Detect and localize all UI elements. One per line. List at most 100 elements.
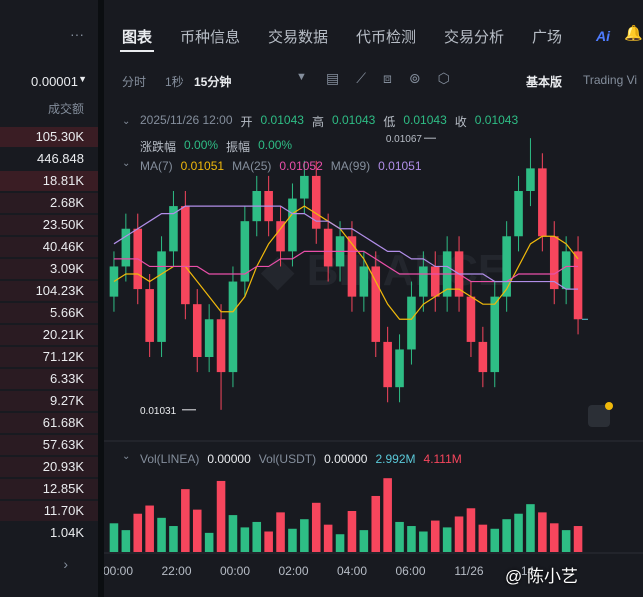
volume-bar (573, 526, 583, 552)
amount: 57.63K (42, 437, 84, 452)
price-step[interactable]: 0.00001 (31, 74, 78, 89)
info-value: 0.01043 (260, 113, 304, 127)
candle-body (573, 251, 583, 320)
depth-bar (0, 347, 98, 367)
x-tick-label: 00:00 (220, 564, 250, 578)
candle-body (538, 168, 547, 237)
volume-bar (109, 523, 119, 552)
high-label: 0.01067 (386, 134, 423, 145)
depth-bar (0, 237, 98, 257)
expand-arrow[interactable]: › (63, 556, 68, 572)
candle-body (514, 191, 523, 237)
tab[interactable]: 交易分析 (444, 29, 505, 46)
candle-body (526, 168, 535, 191)
info-label: 开 (240, 115, 253, 129)
volume-bar (300, 519, 309, 552)
mode[interactable]: 基本版 (526, 75, 563, 89)
volume-bar (359, 530, 369, 552)
tab[interactable]: 交易数据 (268, 29, 329, 46)
tab[interactable]: 图表 (122, 29, 153, 46)
candle-body (228, 281, 238, 373)
x-tick-label: 11/26 (454, 564, 483, 578)
indicator-button[interactable] (588, 405, 610, 427)
volume-bar (407, 526, 416, 552)
amount: 18.81K (42, 173, 84, 188)
candle-body (181, 206, 190, 305)
dropdown-arrow[interactable]: ▼ (78, 74, 87, 84)
user-watermark: @ 陈小艺 (505, 567, 578, 586)
interval[interactable]: 分时 (122, 75, 147, 89)
volume-bar (419, 531, 428, 552)
tab[interactable]: 币种信息 (180, 29, 241, 46)
candle-body (359, 266, 369, 297)
info-label: 高 (311, 115, 324, 129)
amount: 3.09K (50, 261, 84, 276)
candle-body (430, 266, 440, 297)
volume-bar (466, 508, 476, 552)
volume-bar (133, 513, 143, 552)
x-tick-label: 06:00 (395, 564, 425, 578)
info-value: 0.00% (184, 138, 219, 152)
depth-bar (0, 479, 98, 499)
tab[interactable]: 代币检测 (356, 29, 417, 46)
ma-label: MA(7) (140, 159, 173, 173)
amount: 446.848 (37, 151, 84, 166)
collapse-arrow[interactable]: ⌄ (122, 451, 131, 462)
volume-bar (538, 512, 547, 552)
volume-bar (192, 509, 202, 552)
volume-bar (311, 502, 321, 552)
info-label: 涨跌幅 (140, 140, 177, 154)
volume-bar (276, 512, 285, 552)
candle-body (311, 175, 321, 229)
bell-icon[interactable]: 🔔 (624, 25, 643, 42)
tab-underline (120, 50, 154, 52)
volume-bar (395, 521, 404, 552)
info-value: 0.01043 (474, 113, 519, 127)
interval-dropdown[interactable]: ▼ (296, 71, 307, 83)
amount: 1.04K (50, 525, 84, 540)
volume-bar (442, 527, 452, 552)
candle-body (407, 296, 416, 350)
candle-body (478, 341, 488, 373)
ma-line (113, 205, 579, 320)
interval[interactable]: 15分钟 (194, 75, 232, 89)
ai-button[interactable]: Ai (596, 28, 610, 44)
column-header: 成交额 (47, 102, 84, 116)
depth-bar (0, 435, 98, 455)
collapse-arrow[interactable]: ⌄ (122, 116, 131, 127)
depth-bar (0, 457, 98, 477)
x-tick-label: 04:00 (337, 564, 367, 578)
x-tick-label: 22:00 (161, 564, 191, 578)
candle-body (192, 304, 202, 357)
volume-bar (264, 531, 273, 552)
x-tick-label: 00:00 (104, 564, 133, 578)
depth-bar (0, 501, 98, 521)
volume-bar (526, 504, 535, 552)
info-label: 收 (454, 115, 467, 129)
ma-row: MA(7) 0.01051 MA(25) 0.01052 MA(99) 0.01051 (140, 159, 640, 173)
info-label: 低 (383, 115, 396, 129)
mode[interactable]: Trading Vi (583, 73, 638, 87)
volume-value: 0.00000 (207, 452, 251, 466)
candle-body (121, 228, 131, 267)
volume-ma-value: 4.111M (423, 452, 462, 466)
volume-bar (430, 520, 440, 552)
interval[interactable]: 1秒 (165, 75, 184, 89)
amount: 11.70K (43, 503, 84, 518)
volume-name2: Vol(USDT) (258, 452, 317, 466)
depth-bar (0, 171, 98, 191)
time: 2025/11/26 12:00 (140, 113, 233, 127)
volume-bar (157, 517, 166, 552)
tab[interactable]: 广场 (532, 29, 563, 46)
amount: 23.50K (42, 217, 84, 232)
candle-body (466, 296, 476, 342)
info-value: 0.01043 (331, 113, 376, 127)
volume-bar (288, 528, 297, 552)
collapse-arrow[interactable]: ⌄ (122, 158, 131, 169)
amount: 71.12K (42, 349, 84, 364)
amount: 20.21K (42, 327, 84, 342)
candle-body (419, 266, 428, 297)
menu[interactable]: ··· (70, 26, 84, 42)
toolbar-icons[interactable]: ▤⟋⧈⊚⬡ (326, 70, 467, 86)
